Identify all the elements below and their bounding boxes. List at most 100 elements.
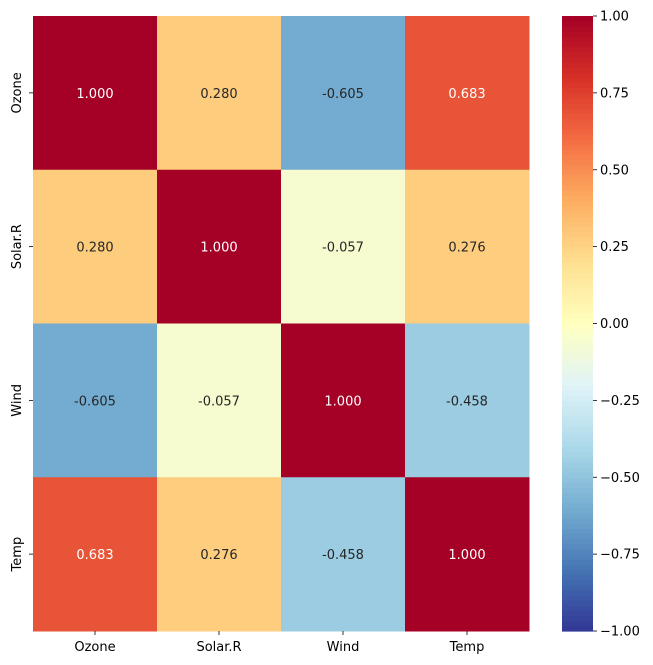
colorbar-segment (562, 62, 593, 68)
colorbar-segment (562, 185, 593, 191)
colorbar-tick-label: −1.00 (600, 625, 640, 640)
heatmap-cell (281, 16, 406, 171)
colorbar-segment (562, 164, 593, 171)
colorbar-segment (562, 113, 593, 120)
colorbar-segment (562, 139, 593, 145)
colorbar-segment (562, 584, 593, 591)
colorbar-segment (562, 554, 593, 560)
colorbar-segment (562, 21, 593, 27)
colorbar-segment (562, 272, 593, 278)
colorbar-segment (562, 46, 593, 53)
colorbar-segment (562, 359, 593, 366)
colorbar-segment (562, 87, 593, 94)
colorbar-segment (562, 595, 593, 601)
heatmap-cell (33, 477, 158, 632)
heatmap-cell-value: -0.605 (322, 87, 364, 102)
heatmap-cell-value: 0.276 (448, 241, 485, 256)
heatmap-cell (157, 323, 282, 478)
colorbar-segment (562, 461, 593, 468)
colorbar-segment (562, 72, 593, 79)
heatmap-cell (405, 16, 530, 171)
colorbar-segment (562, 308, 593, 314)
colorbar-segment (562, 128, 593, 135)
colorbar-segment (562, 236, 593, 243)
colorbar-segment (562, 226, 593, 232)
heatmap-cell-value: 0.683 (448, 87, 485, 102)
colorbar-segment (562, 620, 593, 627)
colorbar-segment (562, 625, 593, 632)
colorbar-segment (562, 569, 593, 576)
heatmap-cell-value: 1.000 (76, 87, 113, 102)
colorbar-segment (562, 518, 593, 524)
colorbar-tick-label: 1.00 (600, 10, 629, 25)
colorbar-tick-label: −0.50 (600, 471, 640, 486)
colorbar-segment (562, 205, 593, 212)
heatmap-cell-value: -0.057 (198, 394, 240, 409)
colorbar-tick-label: −0.75 (600, 548, 640, 563)
colorbar-segment (562, 200, 593, 207)
colorbar-segment (562, 303, 593, 309)
colorbar-segment (562, 267, 593, 273)
colorbar-segment (562, 195, 593, 202)
colorbar (562, 16, 593, 632)
colorbar-segment (562, 344, 593, 350)
colorbar-segment (562, 292, 593, 299)
colorbar-segment (562, 246, 593, 253)
heatmap-cell-value: -0.458 (446, 394, 488, 409)
colorbar-segment (562, 559, 593, 565)
colorbar-segment (562, 231, 593, 237)
colorbar-segment (562, 328, 593, 335)
colorbar-segment (562, 282, 593, 289)
colorbar-segment (562, 154, 593, 161)
colorbar-segment (562, 118, 593, 125)
colorbar-segment (562, 472, 593, 478)
heatmap-cell (157, 169, 282, 324)
colorbar-segment (562, 492, 593, 499)
heatmap-cell (405, 169, 530, 324)
colorbar-segment (562, 605, 593, 612)
colorbar-segment (562, 379, 593, 386)
colorbar-segment (562, 103, 593, 109)
colorbar-tick-label: 0.50 (600, 163, 629, 178)
colorbar-segment (562, 431, 593, 437)
colorbar-segment (562, 57, 593, 63)
colorbar-segment (562, 538, 593, 545)
heatmap-cell-value: 0.683 (76, 548, 113, 563)
heatmap-cell (157, 477, 282, 632)
colorbar-segment (562, 277, 593, 284)
colorbar-segment (562, 210, 593, 217)
heatmap-cell (405, 477, 530, 632)
colorbar-segment (562, 36, 593, 43)
heatmap-cell (281, 323, 406, 478)
colorbar-segment (562, 338, 593, 345)
colorbar-segment (562, 287, 593, 294)
colorbar-segment (562, 262, 593, 268)
colorbar-segment (562, 502, 593, 509)
colorbar-axis: 1.00 0.75 0.50 0.25 0.00 −0.25 −0.50 −0.75 −1.00 (593, 10, 640, 640)
y-tick-label: Wind (10, 384, 25, 417)
y-axis: Ozone Solar.R Wind Temp (10, 72, 33, 572)
heatmap-cell-value: -0.458 (322, 548, 364, 563)
heatmap-cell (33, 323, 158, 478)
colorbar-segment (562, 77, 593, 84)
heatmap-cell (281, 477, 406, 632)
colorbar-segment (562, 31, 593, 38)
colorbar-segment (562, 333, 593, 340)
colorbar-segment (562, 482, 593, 489)
colorbar-segment (562, 579, 593, 586)
colorbar-segment (562, 349, 593, 355)
heatmap-cell (33, 169, 158, 324)
colorbar-segment (562, 405, 593, 412)
colorbar-segment (562, 174, 593, 181)
y-tick-label: Temp (10, 537, 25, 573)
colorbar-segment (562, 441, 593, 448)
colorbar-segment (562, 241, 593, 248)
colorbar-segment (562, 390, 593, 396)
heatmap-cell-value: -0.605 (74, 394, 116, 409)
colorbar-segment (562, 354, 593, 360)
colorbar-segment (562, 318, 593, 325)
colorbar-segment (562, 313, 593, 319)
colorbar-segment (562, 123, 593, 130)
colorbar-segment (562, 215, 593, 222)
colorbar-segment (562, 420, 593, 427)
